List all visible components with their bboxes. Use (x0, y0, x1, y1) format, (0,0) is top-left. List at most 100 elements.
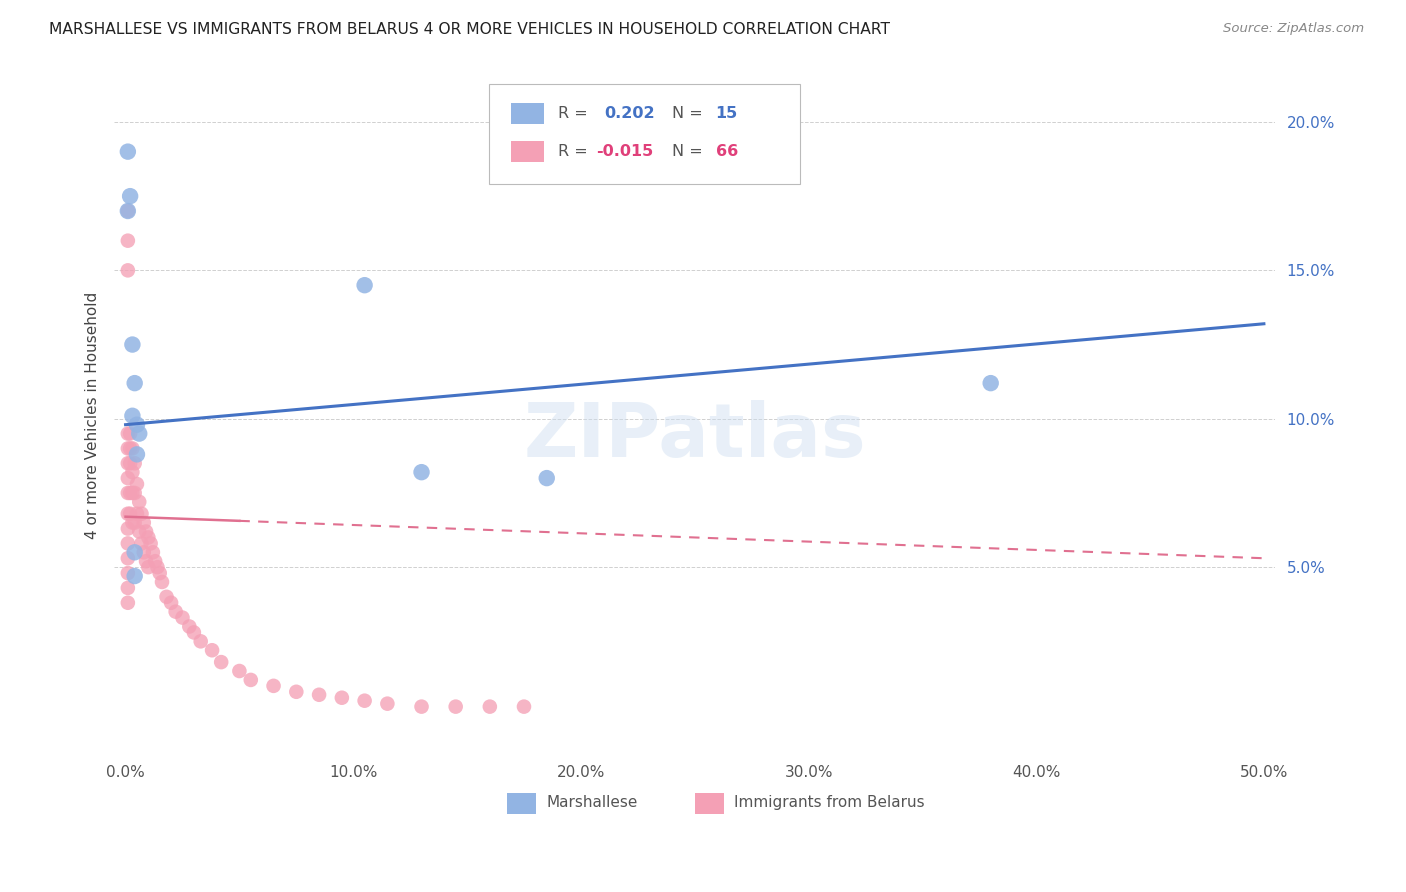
FancyBboxPatch shape (695, 793, 724, 814)
Point (124, 456, 146, 470)
Point (128, 426, 150, 441)
Text: ZIPatlas: ZIPatlas (523, 400, 866, 473)
Point (120, 507, 142, 521)
Point (138, 531, 160, 545)
Point (155, 590, 177, 604)
Point (239, 673, 262, 687)
Point (142, 545, 165, 559)
Point (135, 524, 157, 539)
FancyBboxPatch shape (512, 103, 544, 124)
Point (308, 688, 330, 702)
Point (160, 596, 183, 610)
Text: N =: N = (672, 145, 707, 160)
Point (121, 337, 143, 351)
Text: Immigrants from Belarus: Immigrants from Belarus (734, 796, 925, 810)
Point (353, 278, 375, 293)
Point (165, 605, 187, 619)
Point (124, 376, 146, 391)
Point (117, 486, 139, 500)
Text: 66: 66 (716, 145, 738, 160)
Point (117, 204, 139, 219)
Text: R =: R = (558, 106, 592, 121)
Point (513, 699, 536, 714)
Point (263, 679, 285, 693)
Point (377, 697, 399, 711)
Point (139, 536, 162, 550)
Point (444, 699, 467, 714)
Point (128, 495, 150, 509)
Point (117, 551, 139, 566)
FancyBboxPatch shape (512, 142, 544, 161)
Point (353, 694, 375, 708)
Text: Marshallese: Marshallese (546, 796, 637, 810)
Point (201, 643, 224, 657)
Point (172, 610, 194, 624)
Point (117, 507, 139, 521)
Point (120, 189, 142, 203)
Point (411, 465, 433, 479)
Text: R =: R = (558, 145, 592, 160)
Point (121, 465, 143, 479)
FancyBboxPatch shape (506, 793, 536, 814)
Point (980, 376, 1002, 391)
Point (117, 426, 139, 441)
Text: Source: ZipAtlas.com: Source: ZipAtlas.com (1223, 22, 1364, 36)
FancyBboxPatch shape (489, 84, 800, 185)
Point (131, 507, 153, 521)
Point (120, 456, 142, 470)
Point (478, 699, 501, 714)
Point (330, 690, 353, 705)
Point (149, 566, 172, 580)
Point (125, 477, 148, 491)
Point (125, 507, 148, 521)
Point (146, 560, 169, 574)
Point (121, 516, 143, 530)
Point (132, 545, 155, 559)
Point (120, 442, 142, 456)
Point (411, 699, 433, 714)
Point (120, 486, 142, 500)
Point (121, 486, 143, 500)
Point (121, 409, 143, 423)
Point (143, 554, 166, 568)
Point (128, 524, 150, 539)
Point (138, 560, 160, 574)
Point (120, 426, 142, 441)
Point (150, 574, 173, 589)
Point (124, 569, 146, 583)
Point (179, 619, 201, 633)
Point (117, 145, 139, 159)
Point (117, 456, 139, 470)
Point (117, 442, 139, 456)
Point (124, 516, 146, 530)
Point (121, 442, 143, 456)
Text: N =: N = (672, 106, 707, 121)
Text: 0.202: 0.202 (605, 106, 655, 121)
Point (117, 596, 139, 610)
Point (536, 471, 558, 485)
Point (117, 522, 139, 536)
Point (183, 625, 205, 640)
Point (285, 685, 308, 699)
Point (209, 655, 232, 669)
Point (190, 634, 212, 648)
Point (131, 536, 153, 550)
Point (132, 516, 155, 530)
Point (117, 536, 139, 550)
Point (124, 545, 146, 559)
Point (117, 471, 139, 485)
Point (228, 664, 250, 678)
Point (117, 581, 139, 595)
Point (117, 566, 139, 580)
Point (117, 204, 139, 219)
Y-axis label: 4 or more Vehicles in Household: 4 or more Vehicles in Household (86, 293, 100, 540)
Text: 15: 15 (716, 106, 738, 121)
Point (125, 447, 148, 461)
Text: -0.015: -0.015 (596, 145, 654, 160)
Point (117, 234, 139, 248)
Point (135, 554, 157, 568)
Point (124, 486, 146, 500)
Text: MARSHALLESE VS IMMIGRANTS FROM BELARUS 4 OR MORE VEHICLES IN HOUSEHOLD CORRELATI: MARSHALLESE VS IMMIGRANTS FROM BELARUS 4… (49, 22, 890, 37)
Point (125, 417, 148, 432)
Point (117, 263, 139, 277)
